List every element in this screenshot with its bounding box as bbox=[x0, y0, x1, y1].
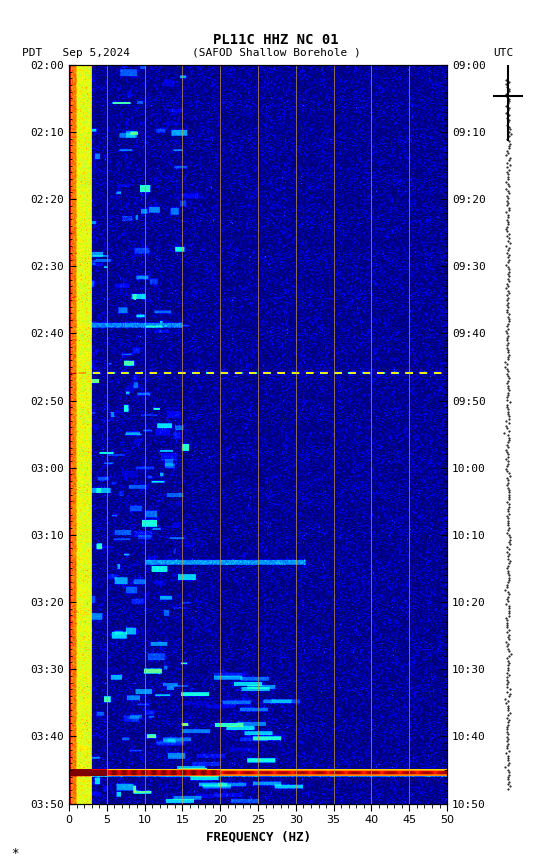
Text: PL11C HHZ NC 01: PL11C HHZ NC 01 bbox=[213, 33, 339, 47]
X-axis label: FREQUENCY (HZ): FREQUENCY (HZ) bbox=[205, 831, 311, 844]
Text: *: * bbox=[11, 847, 19, 860]
Text: PDT   Sep 5,2024: PDT Sep 5,2024 bbox=[22, 48, 130, 58]
Text: (SAFOD Shallow Borehole ): (SAFOD Shallow Borehole ) bbox=[192, 48, 360, 58]
Text: UTC: UTC bbox=[493, 48, 513, 58]
